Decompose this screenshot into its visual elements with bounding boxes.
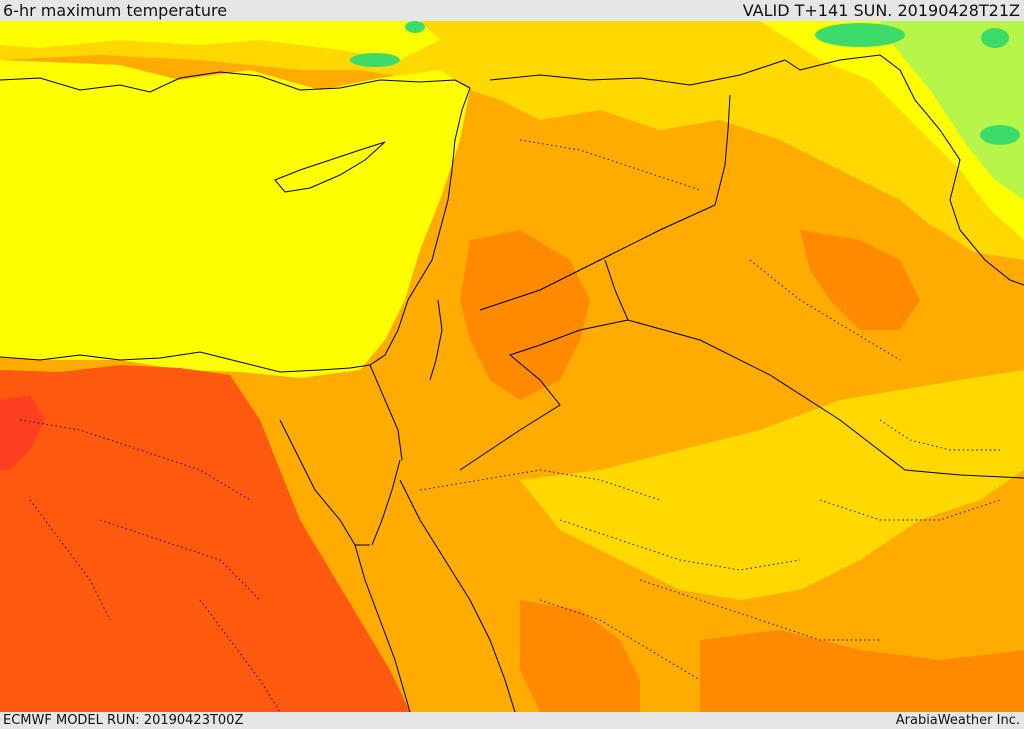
map-title: 6-hr maximum temperature (3, 1, 228, 20)
border-syria-iraq (714, 94, 731, 206)
borders (369, 54, 1024, 479)
coast-turkey-south (0, 71, 471, 93)
footer-bar: ECMWF MODEL RUN: 20190423T00Z ArabiaWeat… (0, 712, 1024, 729)
field-yellow-med (0, 60, 470, 378)
border-jordan-saudi (479, 204, 716, 311)
temperature-map (0, 21, 1024, 712)
field-dark-orange-s (700, 630, 1024, 712)
field-gold-north (0, 21, 1024, 260)
field-green-spot-1 (815, 23, 905, 47)
field-dark-orange-sw (520, 600, 640, 712)
border-iraq-iran (784, 54, 961, 231)
coast-suez-gulf (279, 419, 370, 546)
field-green-spot-3 (980, 125, 1020, 145)
valid-time: VALID T+141 SUN. 20190428T21Z (742, 1, 1020, 20)
border-egypt-israel (369, 364, 403, 461)
coast-persian-gulf (959, 229, 1024, 286)
coast-red-sea-east (399, 479, 516, 712)
border-jordan-iraq-saudi (459, 259, 629, 471)
field-dark-orange-jordan (460, 230, 590, 400)
map-canvas (0, 21, 1024, 712)
coast-red-sea-west (354, 544, 411, 712)
field-green-spot-5 (405, 21, 425, 33)
coast-cyprus (274, 141, 386, 193)
field-gold-saudi (520, 370, 1024, 600)
model-run: ECMWF MODEL RUN: 20190423T00Z (3, 713, 244, 728)
field-red-orange-egypt (0, 365, 410, 712)
border-iraq-saudi (627, 319, 1024, 479)
border-turkey-syria (489, 59, 786, 86)
field-red-core (0, 395, 45, 470)
field-green-ne (880, 21, 1024, 200)
coast-dead-sea (429, 299, 443, 381)
coast-levant (369, 87, 471, 366)
field-green-spot-4 (350, 53, 400, 67)
field-yellow-turkey (0, 21, 440, 60)
coast-egypt-north (0, 351, 371, 373)
field-dark-orange-iraq (800, 230, 920, 330)
header-bar: 6-hr maximum temperature VALID T+141 SUN… (0, 0, 1024, 21)
field-orange-sinai (260, 390, 410, 545)
province-borders (19, 139, 1001, 712)
field-green-spot-2 (981, 28, 1009, 48)
coastlines (0, 71, 1024, 712)
coast-aqaba-gulf (371, 459, 401, 546)
credit: ArabiaWeather Inc. (895, 713, 1020, 728)
